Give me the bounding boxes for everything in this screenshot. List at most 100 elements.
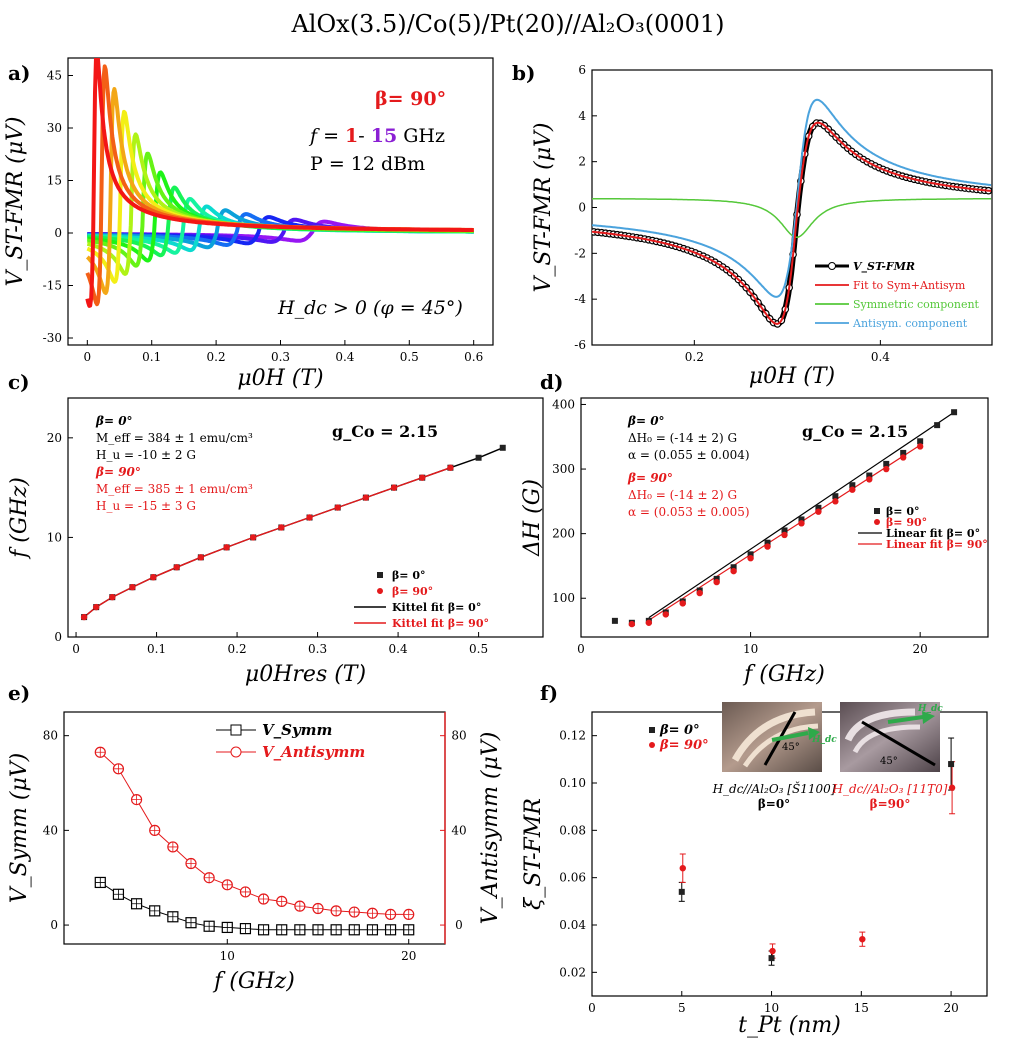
panel-b-ytick-label: 6: [578, 63, 586, 77]
panel-d-point-beta90: [866, 476, 873, 483]
panel-b-ytick-label: 0: [578, 201, 586, 215]
panel-e-symm-cross: [331, 924, 342, 935]
panel-a-xtick-label: 0.5: [400, 350, 419, 364]
panel-e-symm-cross: [186, 917, 196, 928]
panel-c-xtick-label: 0.1: [147, 642, 166, 656]
panel-c-legend-label: Kittel fit β= 90°: [392, 617, 489, 630]
panel-a-xlabel: μ0H (T): [237, 366, 323, 391]
panel-d-ytick-label: 300: [552, 462, 575, 476]
panel-d-point-beta0: [611, 617, 618, 624]
panel-c-point-beta90: [223, 544, 230, 551]
panel-e-ylabel-right: V_Antisymm (μV): [478, 732, 503, 925]
panel-e-antisymm-cross: [331, 905, 342, 916]
panel-c-point-beta90: [362, 494, 370, 501]
panel-d-point-beta0: [815, 504, 822, 511]
panel-c-ytick-label: 0: [54, 630, 62, 644]
panel-b-legend-label: Antisym. component: [852, 317, 968, 330]
panel-b-xtick-label: 0.4: [871, 350, 890, 364]
panel-e-right-tick-label: 40: [451, 823, 466, 837]
panel-e-xlabel: f (GHz): [212, 969, 295, 994]
panel-d-legend-marker: [874, 508, 880, 514]
panel-d-point-beta90: [679, 600, 686, 607]
panel-e-antisymm-cross: [294, 901, 305, 912]
panel-e-antisymm-cross: [113, 763, 124, 774]
panel-a-field: H_dc > 0 (φ = 45°): [277, 297, 463, 319]
panel-f-ytick-label: 0.02: [559, 965, 586, 979]
panel-f-xlabel: t_Pt (nm): [738, 1013, 841, 1038]
panel-e-label: e): [8, 681, 30, 705]
panel-d-point-beta0: [849, 482, 856, 489]
panel-d-point-beta90: [747, 554, 754, 562]
panel-e-symm-cross: [131, 898, 142, 909]
panel-c-point-beta90: [197, 554, 205, 561]
panel-e-right-tick-label: 80: [451, 729, 466, 743]
panel-d-ann-beta0: β= 0°: [627, 414, 665, 428]
inset-left-beta: β=0°: [758, 797, 790, 811]
panel-d-label: d): [540, 370, 563, 394]
inset-arrow-left: H_dc: [771, 727, 837, 745]
panel-d-legend-label: Linear fit β= 90°: [886, 538, 988, 551]
panel-b-legend-label: Fit to Sym+Antisym: [853, 279, 966, 292]
panel-a-power: P = 12 dBm: [310, 153, 425, 175]
panel-d-ann-dh90: ΔH₀ = (-14 ± 2) G: [628, 488, 737, 502]
panel-e-symm-cross: [240, 923, 251, 934]
panel-d-point-beta0: [781, 527, 788, 534]
panel-d-point-beta0: [934, 422, 941, 429]
panel-c-point-beta90: [390, 484, 398, 491]
panel-d-point-beta0: [866, 472, 873, 479]
panel-d-point-beta90: [730, 567, 737, 575]
panel-c-point-beta90: [92, 603, 100, 611]
panel-c-ylabel: f (GHz): [7, 477, 32, 560]
panel-d-xtick-label: 10: [743, 642, 758, 656]
panel-c-ytick-label: 10: [47, 530, 62, 544]
panel-b: 0.2 0.4 -6 -4 -2 0 2 4 6 μ0H (T) V_ST-FMR (μV) V_ST…: [531, 63, 993, 389]
panel-f-xtick-label: 10: [764, 1001, 779, 1015]
panel-d-ann-beta90: β= 90°: [627, 471, 673, 485]
panel-a-xtick-label: 0: [83, 350, 91, 364]
panel-e-symm-cross: [313, 924, 323, 935]
panel-a-xtick-label: 0.4: [335, 350, 354, 364]
inset-right-caption: H_dc//Al₂O₃ [11Ţ0]: [831, 782, 947, 796]
panel-f-legend-label: β= 90°: [659, 738, 709, 753]
panel-b-legend-marker: [828, 262, 836, 270]
panel-c-xtick-label: 0.3: [308, 642, 327, 656]
panel-d-point-beta0: [730, 564, 737, 571]
panel-e-antisymm-cross: [186, 858, 196, 869]
panel-c-kittel-fit-beta0: [83, 447, 503, 618]
panel-d-point-beta90: [645, 619, 653, 626]
panel-e-antisymm-cross: [349, 907, 360, 918]
figure-title: AlOx(3.5)/Co(5)/Pt(20)//Al₂O₃(0001): [290, 10, 724, 38]
panel-f-label: f): [540, 681, 558, 705]
inset-arrow-right: H_dc: [887, 704, 943, 724]
panel-c-ann-beta90: β= 90°: [95, 465, 141, 479]
panel-d-ytick-label: 400: [552, 397, 575, 411]
panel-c-point-beta0: [475, 454, 482, 461]
panel-d-xtick-label: 20: [913, 642, 928, 656]
panel-e-symm-cross: [276, 924, 287, 935]
panel-d-point-beta90: [849, 486, 856, 493]
panel-e-right-tick-label: 0: [455, 918, 463, 932]
panel-e-symm-cross: [113, 889, 124, 900]
panel-d-point-beta0: [832, 493, 839, 500]
panel-d-point-beta0: [900, 449, 907, 456]
panel-d-point-beta90: [628, 620, 636, 628]
panel-e: 10 20 0 40 80 f (GHz) V_Symm (μV) 0 40 80 V_Antisy…: [7, 711, 503, 994]
panel-b-label: b): [512, 61, 535, 85]
panel-a-label: a): [8, 61, 30, 85]
panel-f-point-beta90: [948, 784, 956, 791]
panel-f-xtick-label: 5: [678, 1001, 686, 1015]
inset-right-arrow-line: [887, 715, 924, 724]
panel-c-point-beta90: [150, 574, 157, 581]
panel-f-ytick-label: 0.06: [559, 871, 586, 885]
panel-e-antisymm-cross: [313, 903, 323, 914]
panel-f-legend-marker: [649, 742, 655, 748]
panel-d-point-beta0: [764, 539, 771, 546]
panel-d-point-beta0: [917, 438, 924, 445]
panel-e-antisymm-cross: [131, 794, 142, 805]
panel-f-ytick-label: 0.10: [559, 776, 586, 790]
panel-e-antisymm-cross: [240, 886, 251, 897]
panel-d-point-beta0: [713, 575, 720, 582]
panel-d-ytick-label: 100: [552, 591, 575, 605]
panel-a-ytick-label: -30: [43, 331, 62, 345]
